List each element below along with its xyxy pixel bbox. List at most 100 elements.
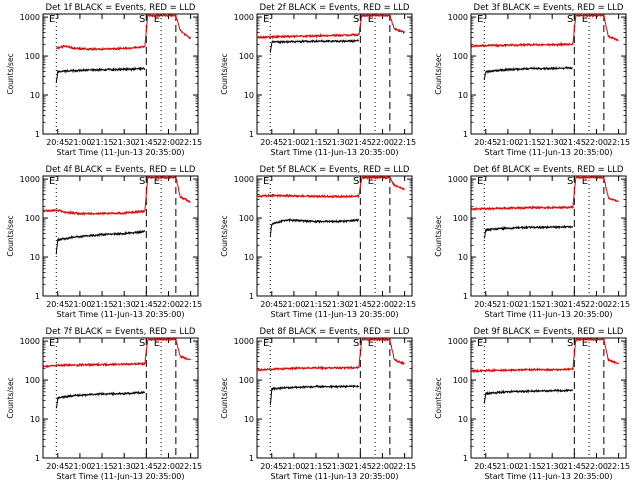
event-marker-label: E <box>477 14 483 25</box>
x-tick-label: 21:00 <box>282 138 305 147</box>
x-tick-label: 22:00 <box>371 462 394 471</box>
panel-title: Det 1f BLACK = Events, RED = LLD <box>46 3 196 13</box>
panel-title: Det 8f BLACK = Events, RED = LLD <box>260 327 410 337</box>
y-tick-label: 1000 <box>20 13 40 22</box>
x-tick-label: 22:15 <box>607 138 630 147</box>
event-marker-label: E <box>263 14 269 25</box>
y-axis-label: Counts/sec <box>434 377 443 418</box>
panel-5: Det 5f BLACK = Events, RED = LLD 1 10 100 10… <box>220 165 416 319</box>
x-tick-label: 21:15 <box>519 462 542 471</box>
x-tick-label: 21:45 <box>349 462 372 471</box>
y-tick-label: 10 <box>30 253 40 262</box>
series-events-line <box>483 388 573 404</box>
y-tick-label: 1 <box>249 130 254 139</box>
x-tick-label: 21:00 <box>496 462 519 471</box>
event-marker-label: E <box>582 176 588 187</box>
y-axis-label: Counts/sec <box>220 377 229 418</box>
y-tick-label: 10 <box>458 415 468 424</box>
panel-9: Det 9f BLACK = Events, RED = LLD 1 10 100 10… <box>434 327 630 480</box>
plot-frame <box>256 337 413 459</box>
y-tick-label: 1 <box>463 292 468 301</box>
x-tick-label: 20:45 <box>46 462 69 471</box>
event-marker-label: E <box>154 338 160 349</box>
y-tick-label: 100 <box>239 52 254 61</box>
event-marker-label: E <box>582 14 588 25</box>
panel-6: Det 6f BLACK = Events, RED = LLD 1 10 100 10… <box>434 165 630 319</box>
x-axis-label: Start Time (11-Jun-13 20:35:00) <box>57 472 185 480</box>
panel-title: Det 2f BLACK = Events, RED = LLD <box>260 3 410 13</box>
y-tick-label: 1 <box>35 292 40 301</box>
y-tick-label: 1000 <box>448 13 468 22</box>
y-tick-label: 1000 <box>234 175 254 184</box>
y-axis-label: Counts/sec <box>6 53 15 94</box>
x-tick-label: 21:45 <box>563 462 586 471</box>
event-marker-label: E <box>263 176 269 187</box>
x-tick-label: 21:30 <box>541 462 564 471</box>
x-tick-label: 21:45 <box>135 462 158 471</box>
event-marker-label: E <box>368 338 374 349</box>
x-tick-label: 21:15 <box>519 138 542 147</box>
x-tick-label: 20:45 <box>474 138 497 147</box>
x-tick-label: 21:30 <box>327 300 350 309</box>
y-tick-label: 10 <box>30 415 40 424</box>
event-marker-label: E <box>49 338 55 349</box>
event-marker-label: S <box>353 14 359 25</box>
event-marker-label: S <box>139 176 145 187</box>
x-tick-label: 21:30 <box>541 138 564 147</box>
event-marker-label: S <box>139 14 145 25</box>
y-tick-label: 1000 <box>20 175 40 184</box>
y-axis-label: Counts/sec <box>220 53 229 94</box>
y-tick-label: 1 <box>463 130 468 139</box>
x-tick-label: 21:00 <box>68 462 91 471</box>
x-tick-label: 22:15 <box>607 300 630 309</box>
x-tick-label: 21:30 <box>113 462 136 471</box>
y-tick-label: 100 <box>25 214 40 223</box>
event-marker-label: S <box>567 176 573 187</box>
x-tick-label: 22:15 <box>179 300 202 309</box>
panel-2: Det 2f BLACK = Events, RED = LLD 1 10 100 10… <box>220 3 416 157</box>
x-tick-label: 22:15 <box>607 462 630 471</box>
x-tick-label: 21:15 <box>91 300 114 309</box>
event-marker-label: S <box>567 14 573 25</box>
x-tick-label: 21:45 <box>349 300 372 309</box>
y-tick-label: 100 <box>239 376 254 385</box>
event-marker-label: S <box>139 338 145 349</box>
x-tick-label: 21:30 <box>541 300 564 309</box>
y-tick-label: 100 <box>453 214 468 223</box>
x-tick-label: 22:15 <box>393 462 416 471</box>
x-tick-label: 21:15 <box>305 462 328 471</box>
x-tick-label: 21:45 <box>135 138 158 147</box>
x-tick-label: 20:45 <box>260 138 283 147</box>
x-axis-label: Start Time (11-Jun-13 20:35:00) <box>485 148 613 157</box>
x-tick-label: 21:45 <box>349 138 372 147</box>
y-tick-label: 1000 <box>234 13 254 22</box>
event-marker-label: S <box>567 338 573 349</box>
series-events-line <box>55 66 146 83</box>
x-tick-label: 20:45 <box>46 138 69 147</box>
event-marker-label: E <box>368 176 374 187</box>
y-axis-label: Counts/sec <box>6 377 15 418</box>
y-tick-label: 1000 <box>448 175 468 184</box>
event-marker-label: E <box>368 14 374 25</box>
event-marker-label: E <box>49 176 55 187</box>
plot-frame <box>470 175 627 297</box>
x-axis-label: Start Time (11-Jun-13 20:35:00) <box>485 310 613 319</box>
x-axis-label: Start Time (11-Jun-13 20:35:00) <box>271 148 399 157</box>
x-tick-label: 21:45 <box>135 300 158 309</box>
series-events-line <box>269 384 360 406</box>
panel-4: Det 4f BLACK = Events, RED = LLD 1 10 100 10… <box>6 165 202 319</box>
event-marker-label: E <box>263 338 269 349</box>
y-tick-label: 10 <box>458 91 468 100</box>
panel-7: Det 7f BLACK = Events, RED = LLD 1 10 100 10… <box>6 327 202 480</box>
x-tick-label: 21:15 <box>519 300 542 309</box>
series-lld-line <box>43 338 192 369</box>
x-tick-label: 21:30 <box>327 462 350 471</box>
x-axis-label: Start Time (11-Jun-13 20:35:00) <box>57 148 185 157</box>
plot-frame <box>42 175 199 297</box>
series-lld-line <box>55 14 192 52</box>
x-tick-label: 22:00 <box>157 300 180 309</box>
panel-3: Det 3f BLACK = Events, RED = LLD 1 10 100 10… <box>434 3 630 157</box>
y-tick-label: 1 <box>35 130 40 139</box>
y-tick-label: 10 <box>30 91 40 100</box>
x-tick-label: 20:45 <box>46 300 69 309</box>
